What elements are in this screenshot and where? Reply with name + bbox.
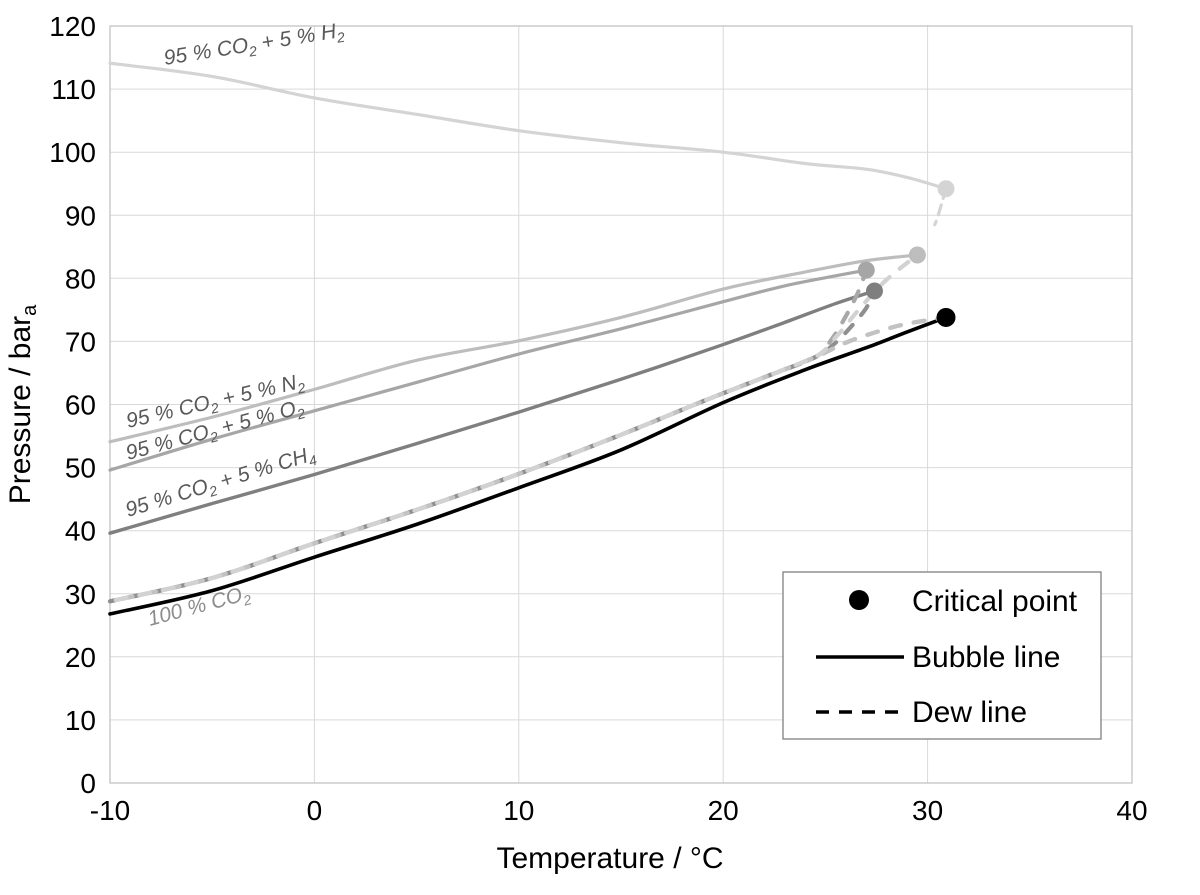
- svg-text:30: 30: [65, 579, 96, 610]
- svg-text:10: 10: [65, 705, 96, 736]
- svg-text:110: 110: [51, 74, 96, 105]
- svg-text:40: 40: [65, 516, 96, 547]
- svg-text:Temperature / °C: Temperature / °C: [496, 842, 723, 875]
- svg-text:40: 40: [1116, 795, 1147, 826]
- svg-text:30: 30: [912, 795, 943, 826]
- svg-text:80: 80: [65, 263, 96, 294]
- svg-text:-10: -10: [90, 795, 130, 826]
- svg-text:120: 120: [49, 11, 96, 42]
- svg-text:20: 20: [65, 642, 96, 673]
- svg-text:Pressure / bara: Pressure / bara: [4, 304, 41, 504]
- svg-text:10: 10: [503, 795, 534, 826]
- svg-text:90: 90: [65, 200, 96, 231]
- svg-text:20: 20: [708, 795, 739, 826]
- svg-text:70: 70: [65, 326, 96, 357]
- svg-text:50: 50: [65, 453, 96, 484]
- svg-text:Bubble line: Bubble line: [912, 641, 1060, 674]
- svg-text:0: 0: [307, 795, 323, 826]
- svg-text:100: 100: [49, 137, 96, 168]
- svg-text:60: 60: [65, 390, 96, 421]
- svg-text:Dew line: Dew line: [912, 696, 1027, 729]
- svg-text:Critical point: Critical point: [912, 585, 1078, 618]
